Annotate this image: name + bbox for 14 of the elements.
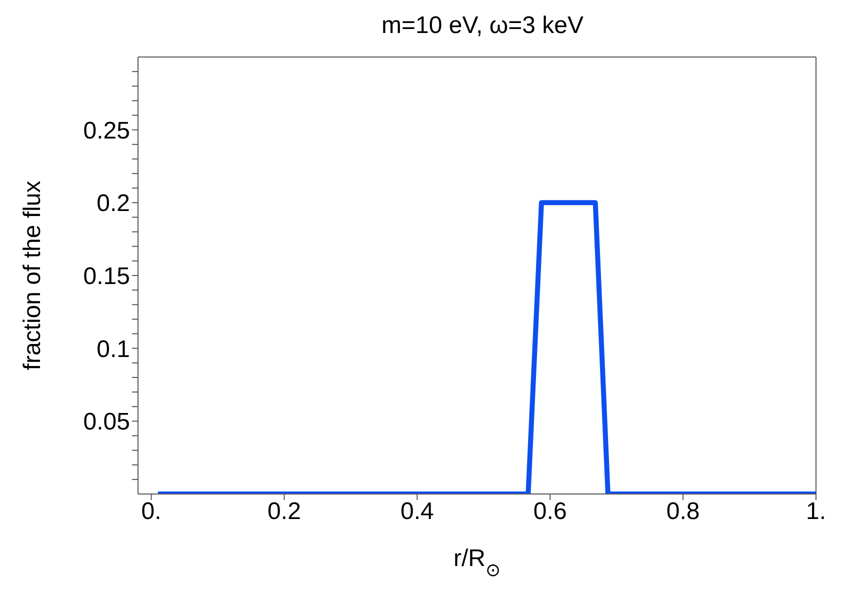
x-tick-label: 0.6 xyxy=(533,498,567,526)
y-axis-title: fraction of the flux xyxy=(19,180,46,370)
x-axis-title: r/R$_{⊙}$ xyxy=(454,545,500,580)
x-tick-label: 1. xyxy=(806,498,826,526)
x-tick-label: 0.8 xyxy=(666,498,700,526)
x-tick-label: 0.2 xyxy=(268,498,301,526)
x-tick-label: 0.4 xyxy=(400,498,434,526)
y-tick-label: 0.1 xyxy=(96,336,130,363)
chart-title: m=10 eV, ω=3 keV xyxy=(382,12,584,39)
y-tick-label: 0.2 xyxy=(96,190,130,218)
x-tick-label: 0. xyxy=(141,498,162,526)
y-tick-label: 0.05 xyxy=(83,408,130,436)
y-tick-label: 0.25 xyxy=(83,117,130,144)
y-tick-label: 0.15 xyxy=(83,263,130,290)
